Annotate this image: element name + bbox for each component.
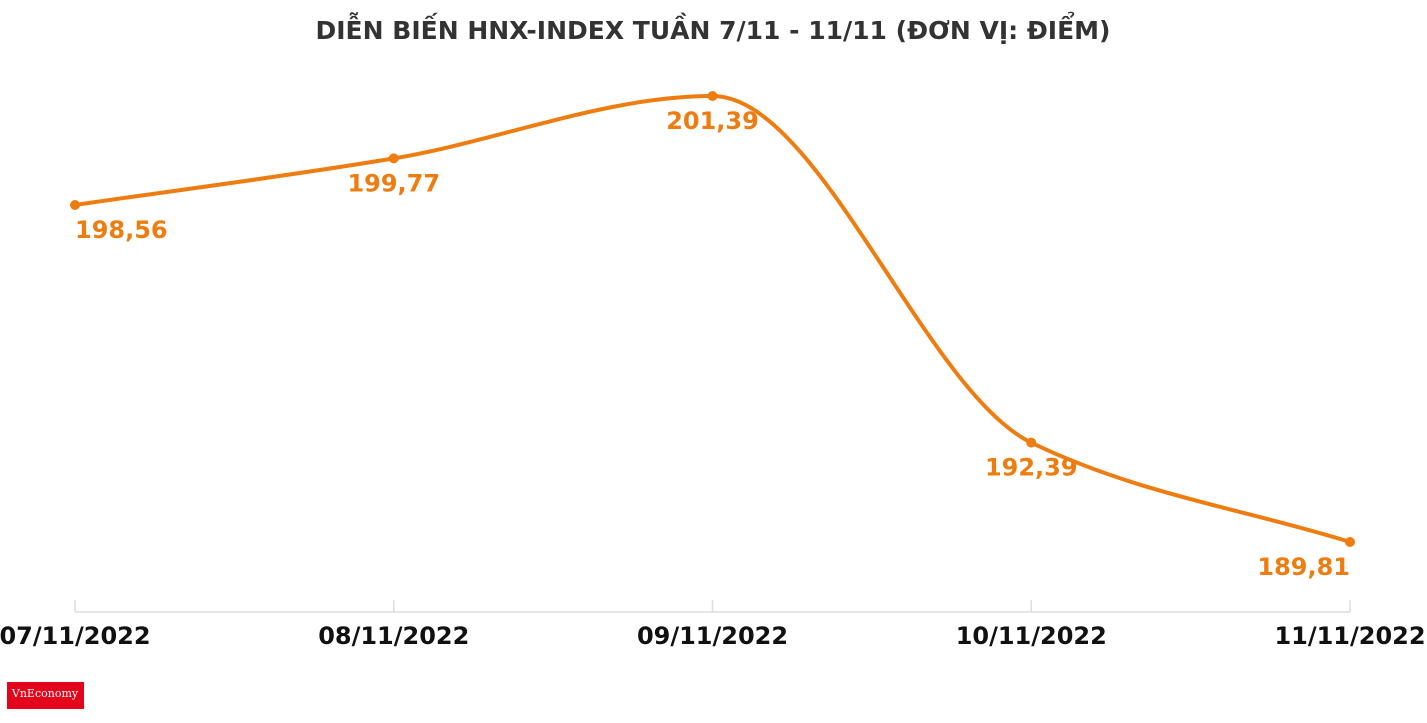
x-tick-label: 07/11/2022: [0, 622, 151, 650]
point: [1026, 437, 1037, 448]
value-label: 189,81: [1257, 553, 1350, 581]
logo: VnEconomy: [11, 687, 79, 700]
value-label: 199,77: [347, 169, 440, 197]
value-label: 201,39: [666, 107, 759, 135]
value-label: 192,39: [985, 454, 1078, 482]
x-tick-label: 10/11/2022: [956, 622, 1107, 650]
line: [74, 93, 1351, 544]
chart-title: DIỄN BIẾN HNX-INDEX TUẦN 7/11 - 11/11 (Đ…: [316, 11, 1111, 45]
point: [388, 153, 399, 164]
logo-box: [7, 682, 84, 709]
x-tick-label: 09/11/2022: [637, 622, 788, 650]
point: [707, 91, 718, 101]
x-tick-label: 11/11/2022: [1274, 622, 1425, 650]
point: [70, 199, 80, 210]
x-tick-label: 08/11/2022: [318, 622, 469, 650]
point: [1345, 537, 1355, 547]
value-label: 198,56: [75, 216, 168, 244]
